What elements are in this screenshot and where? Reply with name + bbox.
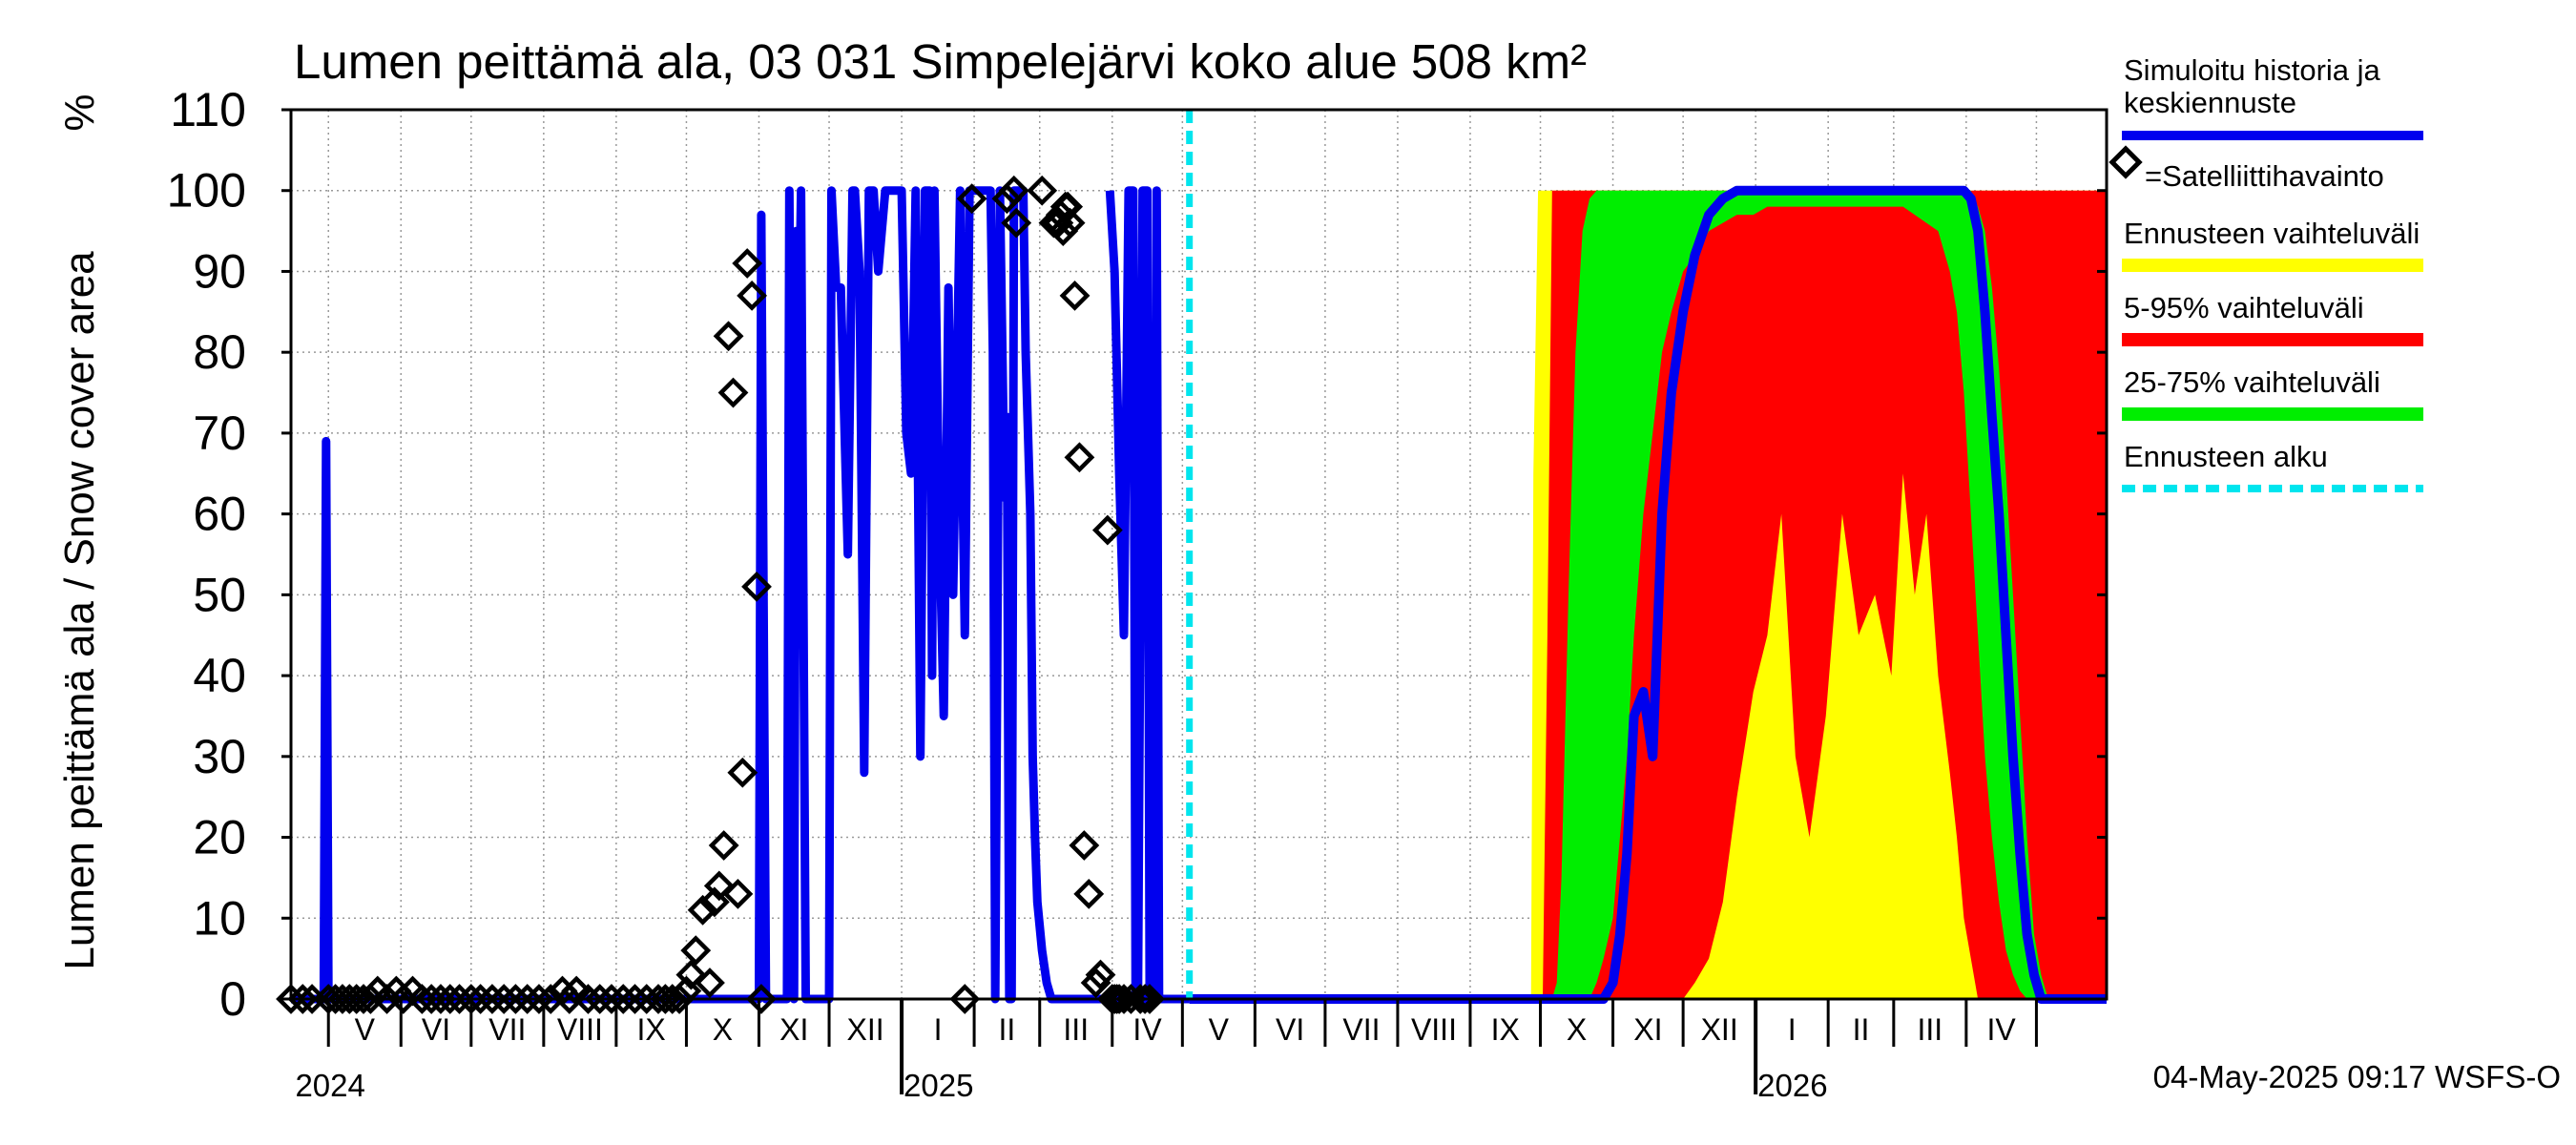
satellite-observation [1001, 207, 1032, 239]
forecast-5-95-band [1189, 190, 2107, 999]
y-tick-label: 30 [193, 730, 246, 783]
satellite-observation [1059, 280, 1091, 311]
legend-p5-95-label: 5-95% vaihteluväli [2124, 291, 2364, 324]
month-label: III [1918, 1012, 1943, 1047]
y-tick-label: 10 [193, 891, 246, 945]
satellite-observation [1054, 207, 1086, 239]
year-label: 2024 [295, 1068, 364, 1103]
y-tick-label: 70 [193, 406, 246, 460]
y-tick-label: 100 [167, 164, 246, 218]
month-label: IV [1987, 1012, 2017, 1047]
legend: Simuloitu historia ja keskiennuste =Sate… [2109, 53, 2423, 492]
satellite-observation [1073, 878, 1105, 909]
satellite-observation [1091, 514, 1123, 546]
satellite-observation [717, 377, 749, 408]
month-label: VI [1276, 1012, 1304, 1047]
month-label: V [355, 1012, 376, 1047]
y-axis-label: Lumen peittämä ala / Snow cover area [56, 251, 103, 970]
satellite-observation [387, 984, 419, 1014]
satellite-observation [371, 984, 403, 1014]
satellite-observation [362, 975, 393, 1007]
y-axis-unit: % [56, 94, 103, 131]
timestamp: 04-May-2025 09:17 WSFS-O [2153, 1059, 2561, 1094]
y-tick-label: 40 [193, 649, 246, 702]
month-label: VIII [557, 1012, 603, 1047]
legend-start-label: Ennusteen alku [2124, 440, 2328, 473]
satellite-observation [737, 280, 768, 311]
month-label: V [1209, 1012, 1230, 1047]
satellite-observation [297, 984, 327, 1014]
satellite-observation [713, 321, 744, 352]
month-label: VII [488, 1012, 526, 1047]
month-label: II [1853, 1012, 1870, 1047]
legend-sat-label: =Satelliittihavainto [2145, 159, 2384, 193]
satellite-observation [1109, 984, 1139, 1014]
year-label: 2026 [1757, 1068, 1827, 1103]
month-label: III [1063, 1012, 1089, 1047]
month-label: XII [846, 1012, 883, 1047]
satellite-observation [708, 830, 739, 861]
y-tick-label: 20 [193, 811, 246, 864]
legend-sim-label-1: Simuloitu historia ja [2124, 53, 2381, 87]
satellite-observation [1085, 959, 1116, 990]
satellite-observation [1064, 442, 1095, 473]
month-label: VII [1342, 1012, 1380, 1047]
satellite-observation [956, 183, 987, 215]
y-tick-label: 90 [193, 244, 246, 298]
forecast-25-75-band [1189, 190, 2107, 999]
simulated-history-line [291, 186, 1190, 1004]
y-tick-label: 50 [193, 568, 246, 621]
satellite-observation [741, 571, 772, 602]
y-tick-label: 110 [170, 83, 246, 136]
month-label: XII [1701, 1012, 1738, 1047]
satellite-observation [998, 175, 1029, 206]
month-label: I [934, 1012, 943, 1047]
legend-sat-marker [2109, 145, 2143, 179]
plot-frame [289, 108, 2109, 1001]
legend-p25-75-label: 25-75% vaihteluväli [2124, 365, 2380, 399]
y-tick-label: 80 [193, 325, 246, 379]
satellite-observation [1027, 175, 1058, 206]
chart-title: Lumen peittämä ala, 03 031 Simpelejärvi … [294, 34, 1587, 89]
satellite-observation [722, 878, 754, 909]
month-label: II [999, 1012, 1016, 1047]
satellite-observation [1134, 984, 1165, 1014]
y-tick-label: 0 [219, 972, 246, 1026]
plot-area [276, 109, 2107, 1014]
satellite-observation [680, 935, 712, 967]
satellite-observation [1130, 984, 1161, 1014]
year-label: 2025 [904, 1068, 973, 1103]
month-label: IV [1132, 1012, 1162, 1047]
month-label: XI [1633, 1012, 1662, 1047]
month-label: I [1788, 1012, 1797, 1047]
satellite-observation [727, 757, 758, 788]
satellite-observation [949, 984, 981, 1014]
satellite-observation [732, 248, 763, 279]
month-label: IX [1491, 1012, 1520, 1047]
legend-sim-label-2: keskiennuste [2124, 86, 2296, 119]
satellite-observation [1069, 830, 1100, 861]
satellite-observation [695, 968, 725, 998]
month-label: X [713, 1012, 733, 1047]
satellite-observation [687, 894, 718, 926]
y-tick-label: 60 [193, 488, 246, 541]
satellite-observation [561, 975, 592, 1007]
month-label: VIII [1411, 1012, 1457, 1047]
month-label: X [1567, 1012, 1587, 1047]
simulated-history-line-tail [1105, 186, 1190, 1004]
legend-range-label: Ennusteen vaihteluväli [2124, 217, 2420, 250]
month-label: VI [422, 1012, 450, 1047]
month-label: IX [637, 1012, 666, 1047]
satellite-observation [746, 984, 777, 1014]
month-label: XI [779, 1012, 808, 1047]
